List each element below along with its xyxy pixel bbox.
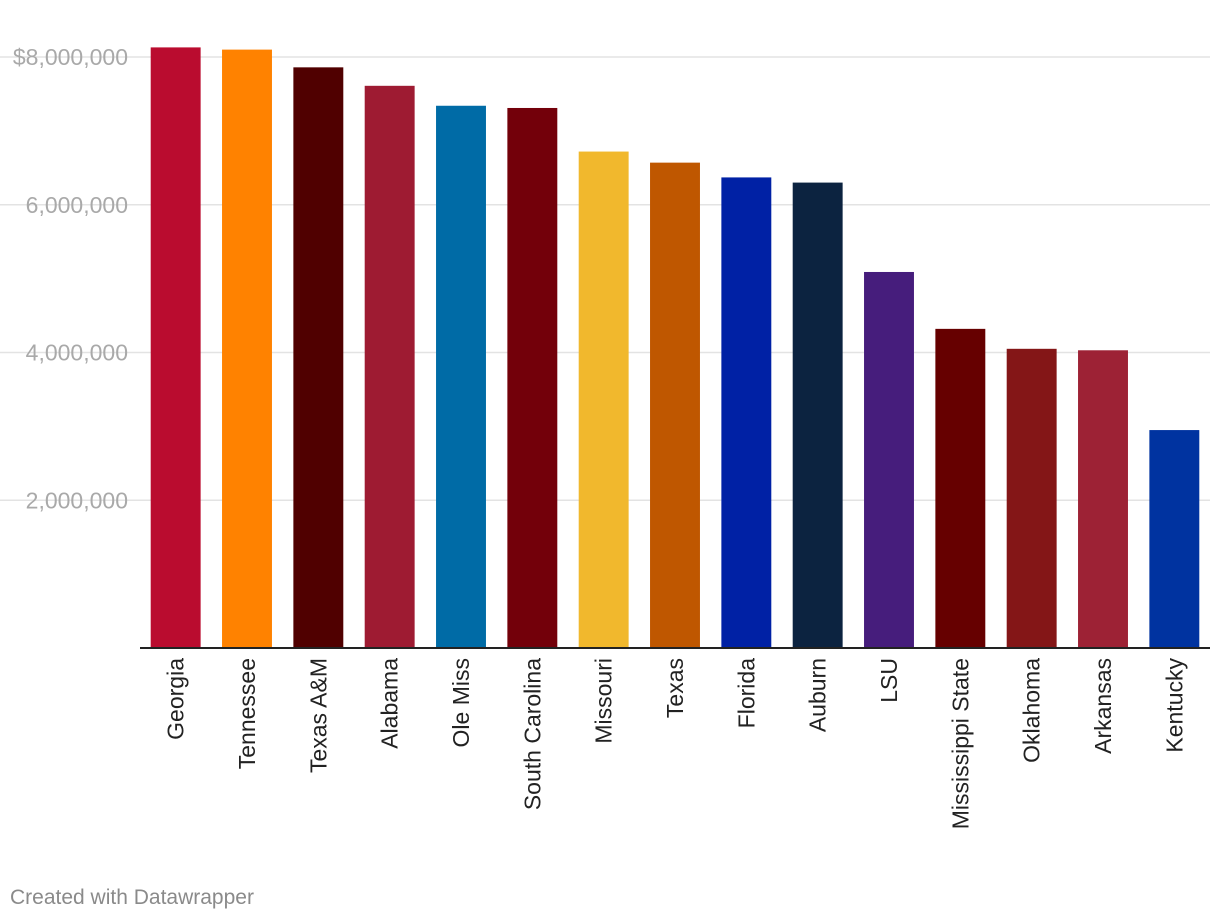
x-tick-label: Florida bbox=[733, 658, 759, 729]
x-tick-label: Georgia bbox=[163, 658, 189, 740]
bar-oklahoma[interactable] bbox=[1006, 348, 1057, 648]
bar-lsu[interactable] bbox=[864, 271, 914, 648]
y-axis: 2,000,000 4,000,000 6,000,000 $8,000,000 bbox=[13, 44, 128, 513]
chart-credit: Created with Datawrapper bbox=[10, 886, 254, 909]
y-tick-label: 4,000,000 bbox=[26, 340, 128, 366]
x-tick-label: Kentucky bbox=[1161, 658, 1187, 753]
y-tick-label: 6,000,000 bbox=[26, 192, 128, 218]
x-tick-label: LSU bbox=[876, 658, 902, 703]
bars bbox=[150, 47, 1200, 649]
y-tick-label: $8,000,000 bbox=[13, 44, 128, 70]
bar-florida[interactable] bbox=[721, 177, 772, 648]
bar-south-carolina[interactable] bbox=[507, 107, 558, 648]
bar-georgia[interactable] bbox=[150, 47, 201, 649]
bar-kentucky[interactable] bbox=[1149, 430, 1200, 648]
x-axis: Georgia Tennessee Texas A&M Alabama Ole Miss… bbox=[163, 658, 1188, 830]
bar-texas[interactable] bbox=[650, 162, 700, 649]
x-tick-label: Ole Miss bbox=[448, 658, 474, 747]
bar-mississippi-state[interactable] bbox=[935, 328, 986, 648]
x-tick-label: Oklahoma bbox=[1019, 658, 1045, 763]
bar-alabama[interactable] bbox=[364, 85, 415, 648]
bar-texas-a-m[interactable] bbox=[293, 67, 344, 648]
x-tick-label: Texas A&M bbox=[305, 658, 331, 773]
x-tick-label: Alabama bbox=[377, 658, 403, 749]
x-tick-label: Auburn bbox=[805, 658, 831, 732]
bar-ole-miss[interactable] bbox=[436, 105, 486, 648]
bar-tennessee[interactable] bbox=[222, 49, 272, 649]
x-tick-label: Mississippi State bbox=[947, 658, 973, 829]
bar-missouri[interactable] bbox=[578, 151, 629, 648]
x-tick-label: South Carolina bbox=[519, 658, 545, 810]
x-tick-label: Tennessee bbox=[234, 658, 260, 769]
bar-arkansas[interactable] bbox=[1078, 350, 1128, 648]
x-tick-label: Missouri bbox=[591, 658, 617, 744]
x-tick-label: Arkansas bbox=[1090, 658, 1116, 754]
x-tick-label: Texas bbox=[662, 658, 688, 718]
bar-auburn[interactable] bbox=[792, 182, 843, 648]
y-tick-label: 2,000,000 bbox=[26, 487, 128, 513]
